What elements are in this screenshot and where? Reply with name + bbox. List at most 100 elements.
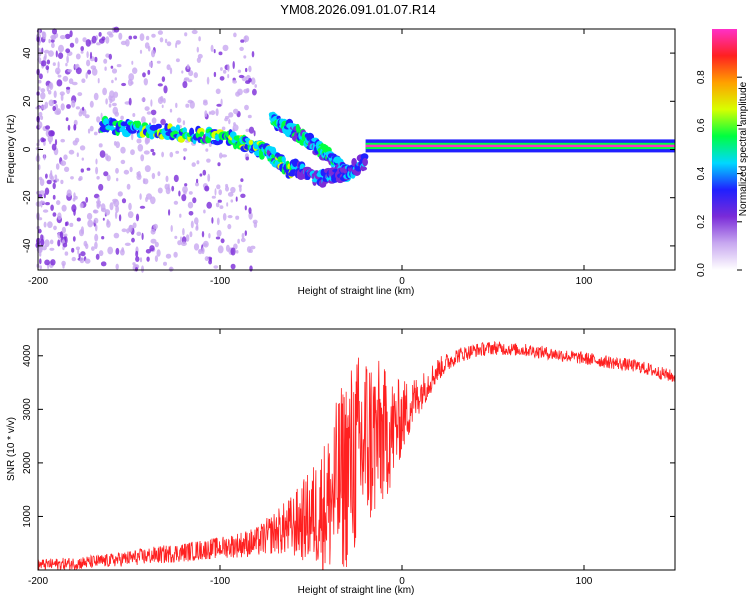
spectrogram-noise-cell [146, 256, 150, 262]
spectrogram-noise-cell [40, 238, 45, 246]
spectrogram-noise-cell [111, 79, 114, 84]
spectrogram-noise-cell [252, 88, 257, 96]
spectrogram-noise-cell [216, 184, 221, 190]
spectrogram-noise-cell [240, 178, 244, 183]
spectrogram-noise-cell [183, 148, 188, 152]
snr-x-tick-label: -100 [210, 576, 230, 587]
spectrogram-noise-cell [46, 59, 51, 65]
spectrogram-noise-cell [232, 79, 238, 84]
spectrogram-noise-cell [51, 42, 55, 49]
spectrogram-noise-cell [156, 60, 161, 64]
spectrogram-noise-cell [52, 62, 56, 66]
spectrogram-noise-cell [174, 235, 178, 239]
spectrogram-noise-cell [243, 88, 250, 94]
spectrogram-noise-cell [115, 167, 119, 174]
spectrogram-y-tick-label: 20 [22, 95, 33, 107]
spectrogram-noise-cell [182, 186, 188, 193]
spectrogram-noise-cell [80, 168, 85, 173]
spectrogram-noise-cell [227, 192, 234, 197]
spectrogram-noise-cell [219, 205, 224, 210]
spectrogram-noise-cell [243, 55, 247, 59]
spectrogram-noise-cell [139, 193, 142, 200]
spectrogram-noise-cell [49, 247, 55, 251]
spectrogram-noise-cell [187, 201, 194, 209]
spectrogram-noise-cell [159, 95, 164, 102]
spectrogram-noise-cell [239, 46, 244, 52]
spectrogram-noise-cell [39, 178, 45, 186]
spectrogram-noise-cell [86, 51, 89, 59]
spectrogram-noise-cell [64, 236, 68, 245]
spectrogram-noise-cell [220, 98, 223, 107]
spectrogram-y-tick-label: -40 [22, 238, 33, 253]
spectrogram-noise-cell [114, 211, 118, 219]
spectrogram-y-tick-label: 40 [22, 47, 33, 59]
spectrogram-x-axis-label: Height of straight line (km) [298, 286, 415, 297]
spectrogram-noise-cell [169, 108, 173, 113]
spectrogram-noise-cell [184, 32, 188, 37]
spectrogram-noise-cell [192, 197, 197, 204]
spectrogram-noise-cell [215, 88, 221, 95]
spectrogram-noise-cell [211, 217, 214, 224]
spectrogram-noise-cell [196, 46, 199, 53]
snr-frame [37, 328, 676, 571]
spectrogram-noise-cell [144, 165, 151, 173]
spectrogram-noise-cell [65, 221, 69, 226]
spectrogram-noise-cell [108, 53, 113, 60]
spectrogram-noise-cell [230, 247, 236, 256]
spectrogram-noise-cell [150, 238, 157, 244]
spectrogram-noise-cell [108, 103, 112, 108]
spectrogram-noise-cell [219, 76, 225, 81]
spectrogram-x-tick-label: -200 [28, 276, 48, 287]
spectrogram-noise-cell [237, 238, 240, 244]
spectrogram-noise-cell [125, 39, 130, 47]
spectrogram-noise-cell [254, 84, 257, 88]
spectrogram-noise-cell [163, 85, 168, 94]
spectrogram-noise-cell [87, 128, 91, 134]
spectrogram-noise-cell [140, 154, 145, 162]
snr-x-axis-label: Height of straight line (km) [298, 585, 415, 596]
snr-y-tick-label: 2000 [22, 451, 33, 474]
spectrogram-noise-cell [227, 64, 230, 72]
spectrogram-noise-cell [156, 249, 161, 257]
spectrogram-noise-cell [62, 75, 69, 82]
spectrogram-noise-cell [196, 178, 199, 184]
spectrogram-noise-cell [153, 223, 158, 230]
spectrogram-noise-cell [113, 141, 117, 146]
spectrogram-noise-cell [169, 67, 173, 75]
spectrogram-noise-cell [184, 183, 188, 187]
spectrogram-noise-cell [50, 259, 56, 266]
spectrogram-noise-cell [40, 60, 47, 67]
spectrogram-noise-cell [103, 171, 109, 177]
spectrogram-noise-cell [151, 117, 157, 124]
spectrogram-noise-cell [80, 226, 84, 235]
spectrogram-noise-cell [47, 134, 53, 143]
spectrogram-noise-cell [57, 61, 60, 69]
spectrogram-noise-cell [150, 148, 155, 153]
spectrogram-noise-cell [161, 76, 166, 82]
spectrogram-noise-cell [244, 35, 247, 43]
spectrogram-noise-cell [58, 44, 64, 53]
spectrogram-noise-cell [187, 99, 194, 104]
spectrogram-noise-cell [207, 173, 211, 182]
spectrogram-noise-cell [180, 241, 187, 247]
spectrogram-noise-cell [173, 251, 178, 258]
snr-x-ticks: -200 -100 0 100 [28, 329, 593, 587]
spectrogram-noise-cell [204, 256, 209, 262]
spectrogram-noise-cell [128, 73, 135, 81]
spectrogram-noise-cell [144, 106, 150, 111]
spectrogram-noise-cell [101, 236, 105, 240]
spectrogram-noise-cell [66, 189, 72, 197]
spectrogram-noise-cell [222, 44, 229, 52]
spectrogram-noise-cell [168, 209, 171, 216]
spectrogram-noise-cell [102, 87, 107, 96]
spectrogram-noise-cell [37, 217, 43, 221]
spectrogram-noise-cell [141, 265, 144, 273]
spectrogram-noise-cell [143, 178, 149, 185]
spectrogram-noise-cell [75, 246, 80, 251]
spectrogram-noise-cell [235, 215, 240, 220]
spectrogram-noise-cell [81, 157, 85, 161]
spectrogram-noise-cell [150, 228, 156, 235]
spectrogram-noise-cell [142, 72, 146, 78]
spectrogram-noise-cell [67, 124, 71, 131]
spectrogram-noise-cell [217, 199, 222, 203]
